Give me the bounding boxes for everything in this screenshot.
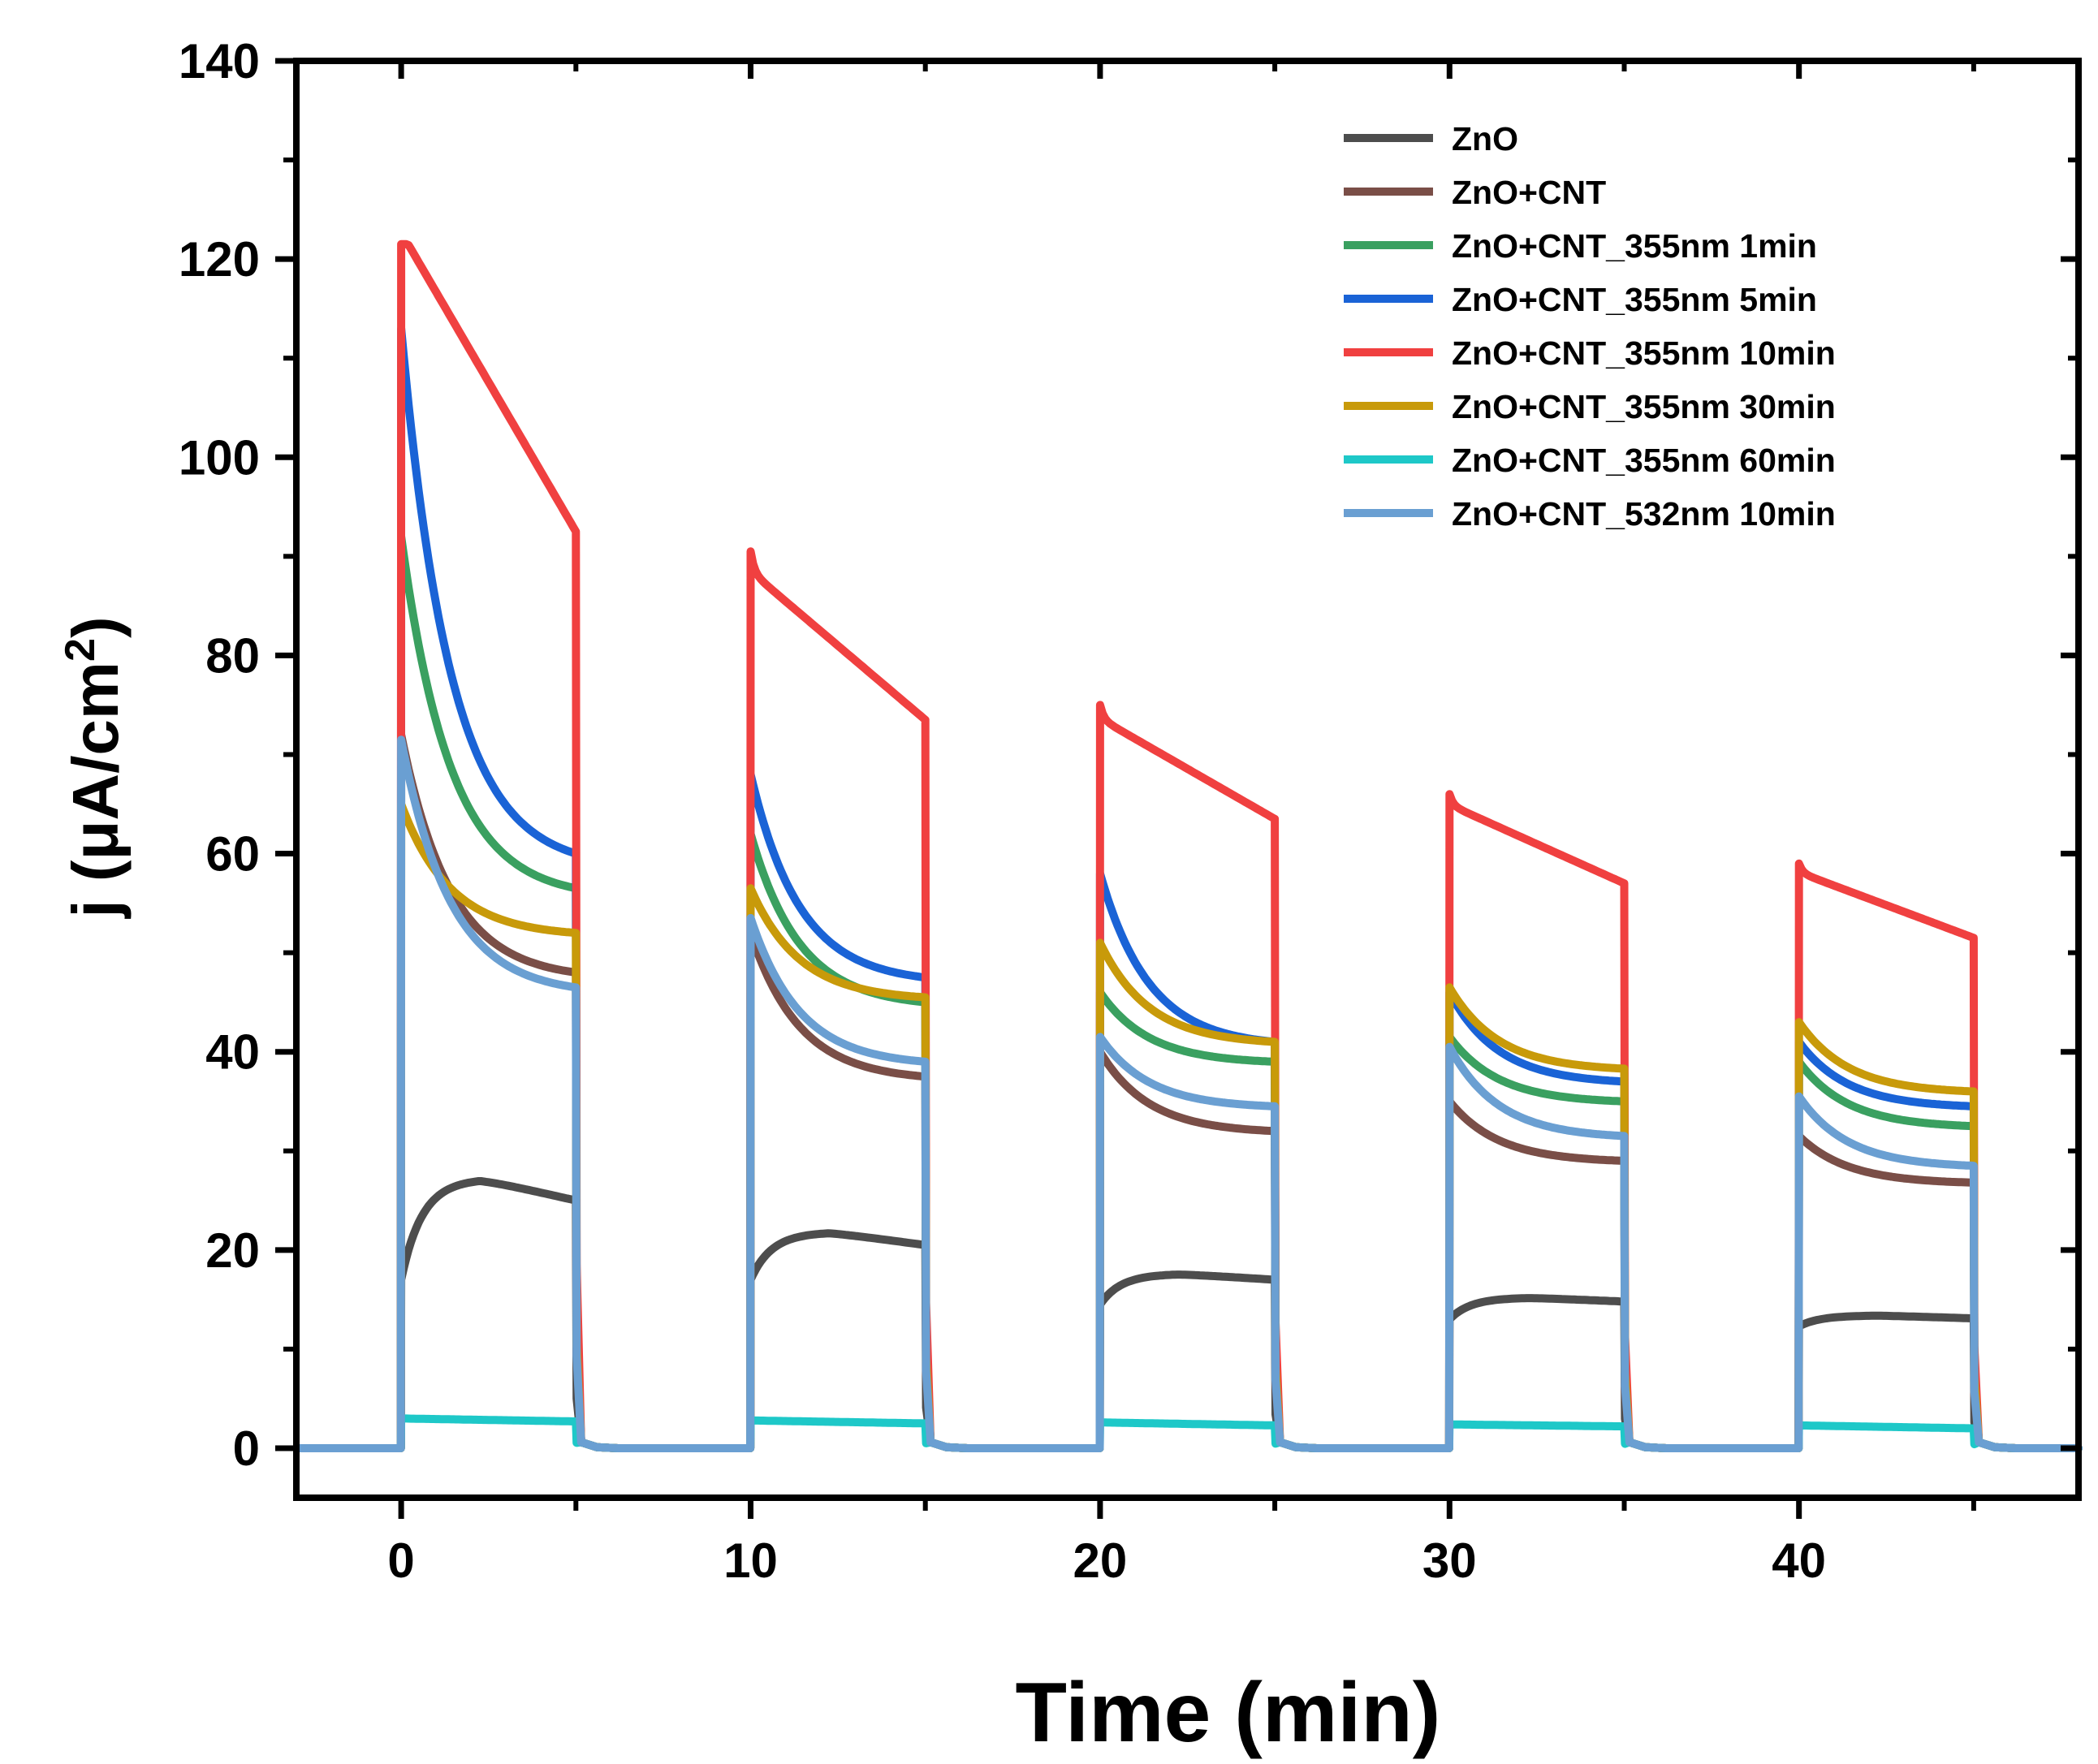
y-tick-label: 20	[205, 1223, 260, 1278]
y-axis-title-main: j (μA/cm	[59, 662, 132, 920]
legend-label: ZnO+CNT_355nm 60min	[1452, 442, 1836, 479]
y-tick-label: 120	[179, 232, 260, 287]
y-tick-label: 140	[179, 34, 260, 88]
series-line-3	[292, 324, 2083, 1452]
y-tick-label: 40	[205, 1025, 260, 1080]
x-tick-label: 30	[1422, 1533, 1477, 1588]
y-tick-label: 60	[205, 827, 260, 882]
series-line-7	[292, 735, 2083, 1452]
x-tick-label: 0	[387, 1533, 414, 1588]
series-layer	[292, 239, 2083, 1452]
legend-label: ZnO+CNT_532nm 10min	[1452, 495, 1836, 533]
x-axis-title: Time (min)	[1016, 1666, 1441, 1760]
legend-label: ZnO	[1452, 120, 1518, 157]
y-axis-title-superscript: 2	[57, 638, 104, 662]
series-line-5	[292, 800, 2083, 1452]
ticks-layer: 0 20 40 60 80 100 120 140 0 10 20 30 40	[179, 34, 2079, 1588]
y-axis-title-end: )	[59, 616, 132, 638]
plot-frame	[293, 58, 2082, 1501]
legend-label: ZnO+CNT_355nm 10min	[1452, 334, 1836, 372]
legend-label: ZnO+CNT_355nm 30min	[1452, 388, 1836, 425]
y-axis-title: j (μA/cm2)	[57, 616, 132, 919]
legend-label: ZnO+CNT_355nm 1min	[1452, 227, 1817, 265]
series-line-0	[292, 1177, 2083, 1452]
series-line-4	[292, 239, 2083, 1452]
legend-label: ZnO+CNT_355nm 5min	[1452, 281, 1817, 318]
series-line-6	[292, 1414, 2083, 1452]
legend-label: ZnO+CNT	[1452, 174, 1606, 211]
y-tick-label: 100	[179, 430, 260, 485]
y-tick-label: 80	[205, 628, 260, 683]
x-tick-label: 10	[723, 1533, 778, 1588]
y-tick-label: 0	[233, 1421, 260, 1476]
x-tick-label: 40	[1772, 1533, 1826, 1588]
legend: ZnO ZnO+CNT ZnO+CNT_355nm 1min ZnO+CNT_355n…	[1344, 120, 1836, 533]
x-tick-label: 20	[1073, 1533, 1128, 1588]
series-line-1	[292, 731, 2083, 1452]
series-line-2	[292, 532, 2083, 1452]
